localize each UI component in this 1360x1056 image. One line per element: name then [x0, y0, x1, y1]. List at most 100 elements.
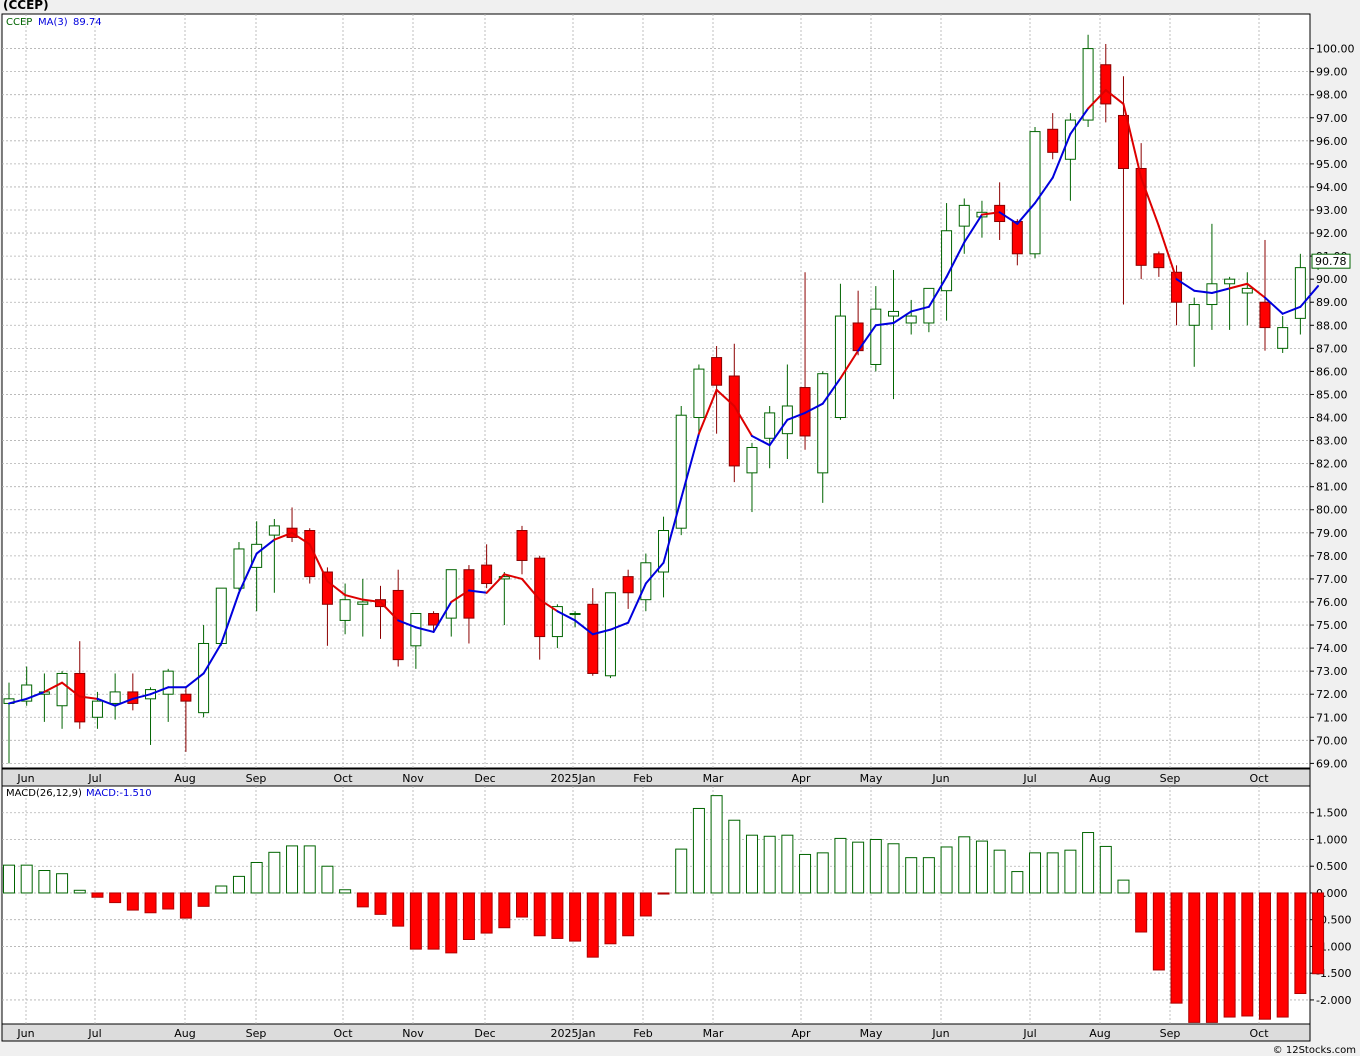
x-tick-label: Feb	[633, 1027, 652, 1040]
x-tick-label: Apr	[791, 772, 811, 785]
macd-bar	[374, 892, 387, 915]
last-price-box	[1311, 253, 1351, 269]
macd-bar	[356, 892, 369, 908]
candle-body	[888, 310, 899, 317]
macd-bar	[38, 870, 51, 894]
candle-body	[162, 670, 174, 695]
ma-line-segment	[8, 697, 28, 705]
macd-bar	[179, 892, 192, 919]
macd-bar	[250, 861, 263, 894]
last-price-label: 90.78	[1315, 255, 1347, 268]
macd-bar	[392, 892, 405, 927]
ma-line-segment	[857, 324, 877, 352]
ma-line-segment	[78, 695, 99, 700]
macd-bar	[533, 892, 546, 937]
x-tick-label: Oct	[1249, 1027, 1269, 1040]
y-tick-label: 82.00	[1316, 458, 1348, 471]
ma-line-segment	[114, 697, 134, 707]
y-tick-label: 79.00	[1316, 527, 1348, 540]
candle-body	[321, 571, 333, 605]
candle-body	[268, 525, 280, 536]
y-tick-label: 71.00	[1316, 711, 1348, 724]
ma-line-segment	[715, 388, 736, 407]
ma-line-segment	[1087, 89, 1107, 110]
candle-body	[1082, 48, 1094, 121]
macd-bar	[940, 846, 953, 894]
y-tick-label: 83.00	[1316, 435, 1348, 448]
candle-body	[498, 576, 510, 580]
macd-bar	[1223, 892, 1236, 1018]
ma-line-segment	[574, 619, 594, 636]
x-tick-label: 2025Jan	[551, 772, 596, 785]
y-tick-label: 88.00	[1316, 319, 1348, 332]
candle-body	[1171, 271, 1183, 303]
candle-body	[764, 412, 776, 439]
y-tick-label: 73.00	[1316, 665, 1348, 678]
ma-line-segment	[680, 432, 700, 500]
macd-bar	[144, 892, 157, 914]
macd-bar	[445, 892, 458, 954]
x-tick-label: 2025Jan	[551, 1027, 596, 1040]
ma-line-segment	[1228, 282, 1249, 290]
ma-line-segment	[1299, 285, 1320, 308]
candle-body	[180, 693, 192, 702]
candle-body	[1188, 304, 1200, 326]
ma-line-segment	[1140, 176, 1160, 228]
ma-line-segment	[184, 672, 205, 689]
y-tick-label: 0.500	[1316, 860, 1348, 873]
macd-bar	[427, 892, 440, 950]
x-tick-label: Nov	[402, 772, 424, 785]
macd-bar	[1258, 892, 1271, 1020]
y-tick-label: -2.000	[1316, 994, 1351, 1007]
macd-bar	[975, 840, 988, 894]
macd-bar	[586, 892, 599, 958]
macd-bar	[56, 873, 69, 894]
y-tick-label: 84.00	[1316, 412, 1348, 425]
macd-bar	[480, 892, 493, 934]
legend-ma-label: MA(3)	[38, 17, 68, 28]
candle-body	[1064, 119, 1076, 160]
macd-bar	[232, 875, 245, 894]
x-tick-label: May	[860, 772, 883, 785]
candle-body	[481, 564, 493, 585]
candle-body	[675, 414, 687, 529]
ma-line-segment	[273, 531, 294, 541]
candle-body	[1277, 327, 1289, 349]
ma-line-segment	[61, 681, 81, 698]
macd-bar	[763, 835, 776, 894]
candle-body	[357, 601, 369, 605]
candle-body	[941, 230, 953, 292]
ma-line-segment	[609, 621, 630, 631]
candle-body	[534, 557, 546, 638]
macd-bar	[905, 857, 918, 894]
ma-line-segment	[627, 582, 647, 624]
candle-body	[711, 357, 723, 386]
ma-line-segment	[556, 610, 577, 622]
candle-body	[1029, 131, 1041, 255]
candle-body	[410, 613, 422, 647]
macd-bar	[816, 852, 829, 894]
macd-bar	[1117, 879, 1130, 894]
y-tick-label: 70.00	[1316, 734, 1348, 747]
macd-bar	[799, 853, 812, 894]
candle-body	[198, 642, 210, 714]
x-tick-label: Jun	[931, 772, 949, 785]
y-tick-label: 89.00	[1316, 296, 1348, 309]
ma-line-segment	[945, 241, 966, 278]
ma-line-segment	[697, 388, 718, 435]
macd-bar	[109, 892, 122, 904]
macd-bar	[1046, 852, 1059, 894]
ma-line-segment	[149, 686, 170, 696]
ma-line-segment	[450, 589, 470, 603]
ma-line-segment	[768, 418, 789, 447]
candle-body	[56, 672, 68, 707]
candle-body	[958, 204, 970, 227]
candle-body	[1047, 128, 1059, 153]
macd-bar	[710, 795, 723, 894]
candle-body	[1135, 167, 1147, 266]
y-tick-label: 77.00	[1316, 573, 1348, 586]
macd-bar	[1064, 849, 1077, 894]
macd-bar	[993, 849, 1006, 894]
x-tick-label: Jun	[16, 772, 34, 785]
